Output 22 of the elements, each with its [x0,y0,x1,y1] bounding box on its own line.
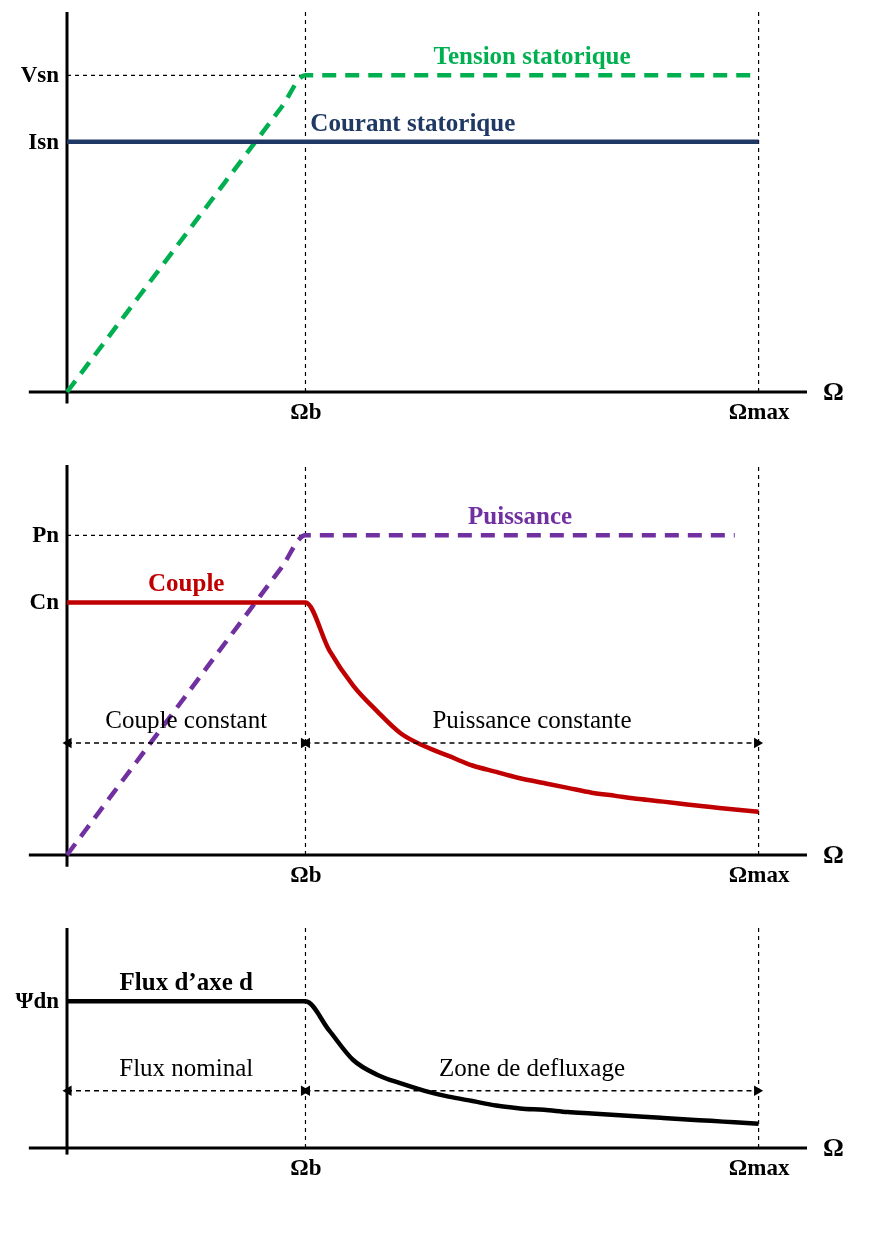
series-label: Puissance [468,502,573,530]
annotation: Flux nominal [119,1053,254,1081]
series-label: Tension statorique [433,42,631,70]
x-tick-label: Ωmax [728,1154,790,1180]
x-tick-label: Ωb [290,861,322,887]
annotation: Isn [28,128,60,154]
annotation: Cn [29,589,60,615]
annotation: Zone de defluxage [439,1053,626,1081]
series-label: Couple [148,569,225,597]
series-label: Flux d’axe d [119,968,254,996]
x-axis-title: Ω [823,840,844,869]
annotation: Pn [32,522,60,548]
annotation: Ψdn [15,988,60,1014]
x-tick-label: Ωb [290,398,322,424]
x-tick-label: Ωb [290,1154,322,1180]
x-tick-label: Ωmax [728,398,790,424]
series-label: Courant statorique [310,108,516,136]
x-axis-title: Ω [823,1133,844,1162]
x-tick-label: Ωmax [728,861,790,887]
annotation: Puissance constante [432,706,632,734]
x-axis-title: Ω [823,377,844,406]
annotation: Vsn [20,62,60,88]
